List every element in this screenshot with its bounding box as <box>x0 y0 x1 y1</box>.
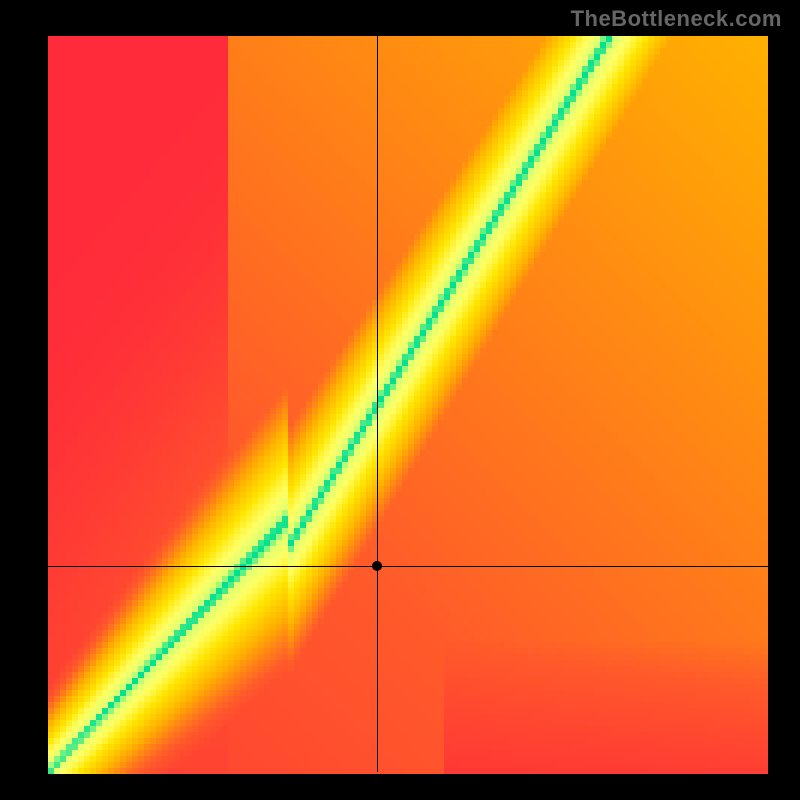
watermark-text: TheBottleneck.com <box>571 6 782 32</box>
chart-container: { "watermark": { "text": "TheBottleneck.… <box>0 0 800 800</box>
bottleneck-heatmap <box>0 0 800 800</box>
